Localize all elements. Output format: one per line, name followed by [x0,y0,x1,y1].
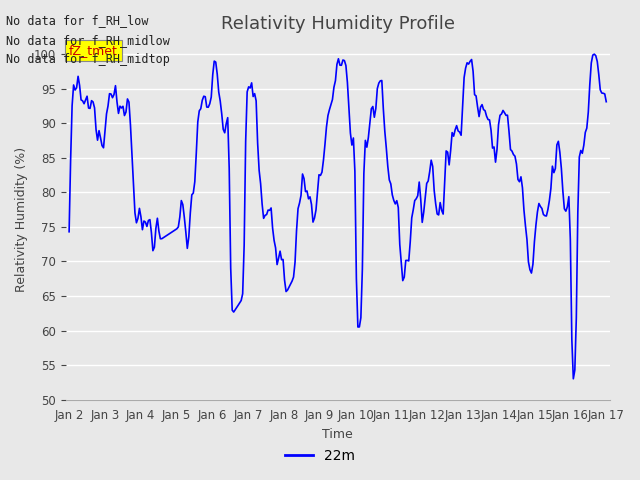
Text: No data for f_RH_midtop: No data for f_RH_midtop [6,53,170,66]
X-axis label: Time: Time [323,428,353,441]
Y-axis label: Relativity Humidity (%): Relativity Humidity (%) [15,147,28,292]
Text: fZ_tmet: fZ_tmet [69,44,118,57]
Text: No data for f_RH_midlow: No data for f_RH_midlow [6,34,170,47]
Legend: 22m: 22m [280,443,360,468]
Title: Relativity Humidity Profile: Relativity Humidity Profile [221,15,454,33]
Text: No data for f_RH_low: No data for f_RH_low [6,14,149,27]
